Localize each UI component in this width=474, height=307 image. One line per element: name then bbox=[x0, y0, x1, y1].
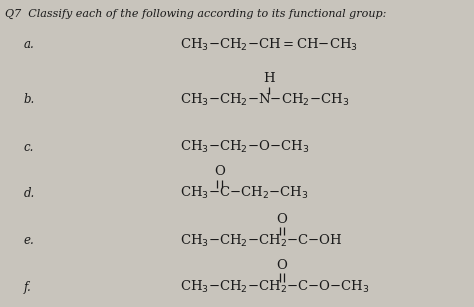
Text: c.: c. bbox=[24, 141, 34, 154]
Text: d.: d. bbox=[24, 187, 35, 200]
Text: f.: f. bbox=[24, 281, 31, 293]
Text: CH$_3$$-$CH$_2$$-$O$-$CH$_3$: CH$_3$$-$CH$_2$$-$O$-$CH$_3$ bbox=[180, 139, 310, 155]
Text: b.: b. bbox=[24, 93, 35, 106]
Text: H: H bbox=[264, 72, 275, 85]
Text: Q7  Classify each of the following according to its functional group:: Q7 Classify each of the following accord… bbox=[5, 9, 386, 19]
Text: CH$_3$$-$CH$_2$$-$CH$_2$$-$C$-$O$-$CH$_3$: CH$_3$$-$CH$_2$$-$CH$_2$$-$C$-$O$-$CH$_3… bbox=[180, 279, 370, 295]
Text: O: O bbox=[214, 165, 225, 178]
Text: CH$_3$$-$C$-$CH$_2$$-$CH$_3$: CH$_3$$-$C$-$CH$_2$$-$CH$_3$ bbox=[180, 185, 309, 201]
Text: CH$_3$$-$CH$_2$$-$CH$=$CH$-$CH$_3$: CH$_3$$-$CH$_2$$-$CH$=$CH$-$CH$_3$ bbox=[180, 37, 358, 52]
Text: O: O bbox=[277, 259, 287, 272]
Text: e.: e. bbox=[24, 235, 35, 247]
Text: O: O bbox=[277, 213, 287, 226]
Text: CH$_3$$-$CH$_2$$-$CH$_2$$-$C$-$OH: CH$_3$$-$CH$_2$$-$CH$_2$$-$C$-$OH bbox=[180, 233, 343, 249]
Text: CH$_3$$-$CH$_2$$-$N$-$CH$_2$$-$CH$_3$: CH$_3$$-$CH$_2$$-$N$-$CH$_2$$-$CH$_3$ bbox=[180, 92, 349, 108]
Text: a.: a. bbox=[24, 38, 35, 51]
